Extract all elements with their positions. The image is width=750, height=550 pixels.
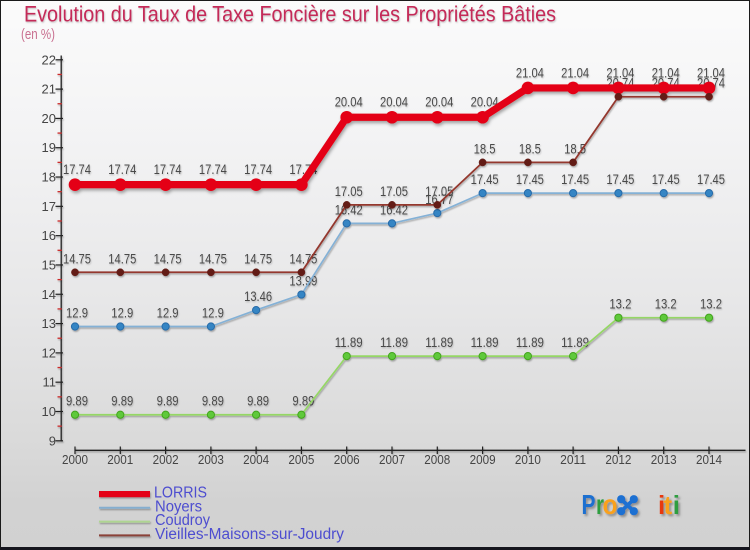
svg-text:11.89: 11.89	[470, 335, 498, 350]
svg-text:15: 15	[41, 257, 55, 272]
svg-text:13.46: 13.46	[244, 289, 272, 304]
svg-text:2004: 2004	[243, 452, 269, 467]
svg-text:20.04: 20.04	[470, 94, 498, 109]
svg-text:Coudroy: Coudroy	[155, 512, 210, 529]
svg-text:11.89: 11.89	[425, 335, 453, 350]
svg-text:16.42: 16.42	[380, 202, 408, 217]
svg-text:17.74: 17.74	[198, 162, 226, 177]
svg-text:17.05: 17.05	[380, 183, 408, 198]
svg-text:2009: 2009	[469, 452, 495, 467]
svg-text:LORRIS: LORRIS	[154, 484, 207, 501]
svg-text:17.45: 17.45	[561, 172, 589, 187]
svg-text:14.75: 14.75	[289, 251, 317, 266]
svg-text:13.99: 13.99	[289, 273, 317, 288]
svg-text:12: 12	[41, 345, 55, 360]
svg-text:21.04: 21.04	[606, 65, 634, 80]
svg-text:11.89: 11.89	[334, 335, 362, 350]
svg-text:9.89: 9.89	[156, 393, 178, 408]
svg-text:21.04: 21.04	[651, 65, 679, 80]
svg-text:Noyers: Noyers	[155, 498, 202, 515]
svg-text:2006: 2006	[333, 452, 359, 467]
svg-text:9.89: 9.89	[201, 393, 223, 408]
svg-text:2003: 2003	[197, 452, 223, 467]
svg-text:2002: 2002	[152, 452, 178, 467]
svg-text:14.75: 14.75	[153, 251, 181, 266]
svg-text:20: 20	[41, 110, 55, 125]
svg-text:20.04: 20.04	[425, 94, 453, 109]
svg-text:Evolution du Taux de Taxe Fonc: Evolution du Taux de Taxe Foncière sur l…	[24, 1, 556, 26]
svg-text:2005: 2005	[288, 452, 314, 467]
svg-text:20.04: 20.04	[380, 94, 408, 109]
svg-text:2001: 2001	[107, 452, 133, 467]
svg-text:14.75: 14.75	[198, 251, 226, 266]
svg-text:2008: 2008	[424, 452, 450, 467]
svg-text:o: o	[602, 489, 617, 520]
svg-text:17.05: 17.05	[425, 183, 453, 198]
svg-text:17.74: 17.74	[153, 162, 181, 177]
svg-text:9: 9	[48, 433, 55, 448]
svg-text:19: 19	[41, 140, 55, 155]
svg-text:17.05: 17.05	[334, 183, 362, 198]
svg-text:r: r	[596, 489, 604, 520]
svg-text:2012: 2012	[605, 452, 631, 467]
svg-text:17.45: 17.45	[470, 172, 498, 187]
svg-text:20.04: 20.04	[334, 94, 362, 109]
svg-text:t: t	[663, 490, 672, 520]
svg-text:11.89: 11.89	[515, 335, 543, 350]
svg-text:11.89: 11.89	[561, 335, 589, 350]
svg-text:2010: 2010	[514, 452, 540, 467]
svg-text:11.89: 11.89	[380, 335, 408, 350]
svg-text:18.5: 18.5	[518, 141, 540, 156]
svg-text:9.89: 9.89	[247, 393, 269, 408]
svg-text:11: 11	[42, 374, 56, 389]
svg-text:Vieilles-Maisons-sur-Joudry: Vieilles-Maisons-sur-Joudry	[155, 525, 344, 542]
svg-text:(en %): (en %)	[21, 26, 55, 43]
svg-text:14: 14	[41, 286, 55, 301]
svg-text:14.75: 14.75	[63, 251, 91, 266]
svg-text:17: 17	[41, 198, 55, 213]
svg-text:2013: 2013	[650, 452, 676, 467]
svg-text:17.45: 17.45	[697, 172, 725, 187]
svg-text:12.9: 12.9	[111, 305, 133, 320]
svg-text:21.04: 21.04	[561, 65, 589, 80]
svg-text:12.9: 12.9	[201, 305, 223, 320]
svg-text:12.9: 12.9	[66, 305, 88, 320]
svg-text:17.45: 17.45	[651, 172, 679, 187]
svg-text:2011: 2011	[560, 452, 586, 467]
svg-text:9.89: 9.89	[111, 393, 133, 408]
svg-text:13: 13	[41, 316, 55, 331]
svg-text:21.04: 21.04	[515, 65, 543, 80]
svg-text:21.04: 21.04	[697, 65, 725, 80]
svg-text:14.75: 14.75	[244, 251, 272, 266]
svg-text:2000: 2000	[62, 452, 88, 467]
svg-text:17.45: 17.45	[606, 172, 634, 187]
svg-text:P: P	[581, 489, 595, 520]
svg-text:17.74: 17.74	[63, 162, 91, 177]
svg-text:21: 21	[41, 81, 55, 96]
svg-text:2007: 2007	[379, 452, 405, 467]
svg-text:13.2: 13.2	[700, 296, 722, 311]
svg-text:9.89: 9.89	[66, 393, 88, 408]
svg-text:14.75: 14.75	[108, 251, 136, 266]
svg-text:10: 10	[41, 403, 55, 418]
svg-text:18.5: 18.5	[473, 141, 495, 156]
svg-text:13.2: 13.2	[609, 296, 631, 311]
svg-text:13.2: 13.2	[654, 296, 676, 311]
svg-text:17.74: 17.74	[244, 162, 272, 177]
svg-text:16: 16	[41, 228, 55, 243]
svg-text:i: i	[658, 490, 665, 520]
svg-text:18: 18	[41, 169, 55, 184]
svg-text:17.74: 17.74	[108, 162, 136, 177]
svg-text:22: 22	[41, 52, 55, 67]
svg-text:i: i	[672, 490, 679, 520]
svg-text:2014: 2014	[696, 452, 722, 467]
svg-text:17.45: 17.45	[515, 172, 543, 187]
svg-text:12.9: 12.9	[156, 305, 178, 320]
